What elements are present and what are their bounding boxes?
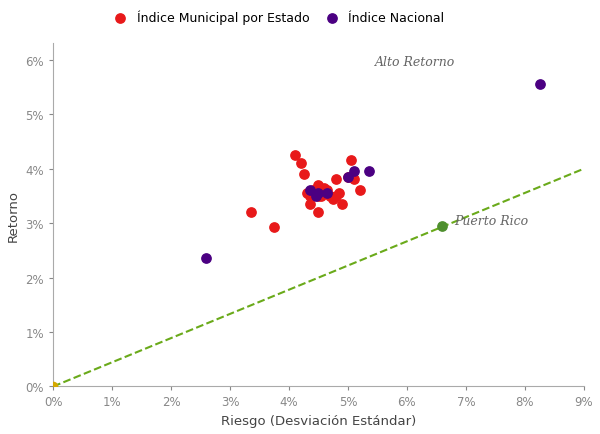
Índice Municipal por Estado xyxy=(314,209,323,216)
Índice Nacional xyxy=(364,168,373,175)
Índice Municipal por Estado xyxy=(334,190,344,197)
Índice Municipal por Estado xyxy=(299,171,308,178)
Índice Municipal por Estado xyxy=(328,196,338,203)
Índice Municipal por Estado xyxy=(269,224,279,231)
Índice Nacional xyxy=(349,168,359,175)
Point xyxy=(535,82,544,89)
Índice Municipal por Estado xyxy=(337,201,347,208)
Índice Municipal por Estado xyxy=(343,174,353,181)
Índice Nacional xyxy=(322,190,332,197)
Índice Municipal por Estado xyxy=(314,193,323,200)
Índice Municipal por Estado xyxy=(296,160,305,167)
Índice Municipal por Estado xyxy=(314,182,323,189)
Índice Municipal por Estado xyxy=(331,177,341,184)
Índice Municipal por Estado xyxy=(322,187,332,194)
Índice Municipal por Estado xyxy=(246,209,256,216)
Índice Nacional xyxy=(343,174,353,181)
Índice Municipal por Estado xyxy=(349,177,359,184)
Índice Municipal por Estado xyxy=(346,158,356,164)
Índice Nacional xyxy=(202,255,211,262)
Índice Nacional xyxy=(305,187,314,194)
Índice Municipal por Estado xyxy=(325,193,335,200)
Índice Municipal por Estado xyxy=(317,193,326,200)
Legend: Índice Municipal por Estado, Índice Nacional: Índice Municipal por Estado, Índice Naci… xyxy=(103,6,449,30)
Text: Alto Retorno: Alto Retorno xyxy=(374,56,455,69)
Índice Municipal por Estado xyxy=(302,190,311,197)
Text: Puerto Rico: Puerto Rico xyxy=(454,214,528,227)
Índice Municipal por Estado xyxy=(290,152,299,159)
Índice Nacional xyxy=(311,193,320,200)
Índice Municipal por Estado xyxy=(305,193,314,200)
Índice Municipal por Estado xyxy=(305,201,314,208)
Índice Nacional xyxy=(314,190,323,197)
Índice Municipal por Estado xyxy=(308,187,317,194)
Índice Municipal por Estado xyxy=(331,193,341,200)
Índice Municipal por Estado xyxy=(311,190,320,197)
Point xyxy=(49,383,58,390)
Point xyxy=(437,223,447,230)
X-axis label: Riesgo (Desviación Estándar): Riesgo (Desviación Estándar) xyxy=(221,414,416,427)
Y-axis label: Retorno: Retorno xyxy=(7,189,20,241)
Índice Municipal por Estado xyxy=(355,187,365,194)
Índice Municipal por Estado xyxy=(320,185,329,192)
